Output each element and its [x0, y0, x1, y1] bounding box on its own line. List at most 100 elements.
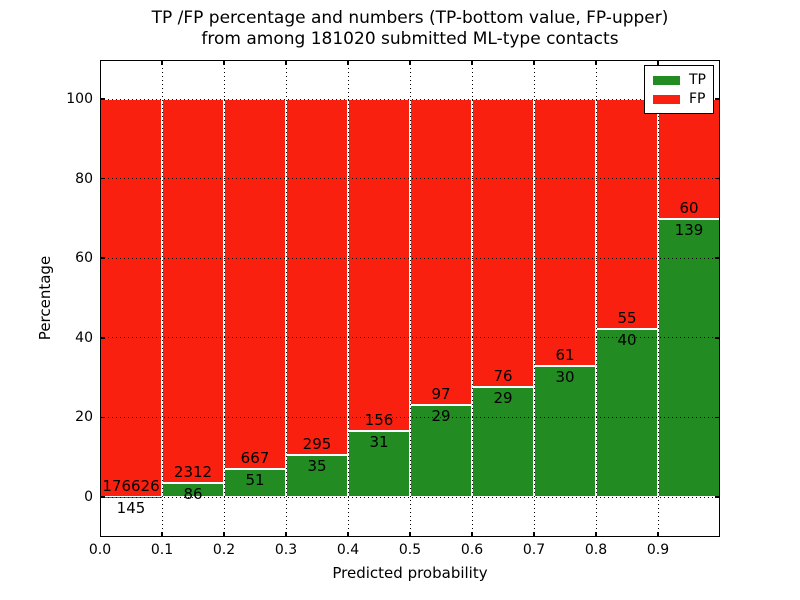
fp-count-label: 55	[617, 309, 637, 328]
x-axis-tick	[285, 60, 287, 65]
x-axis-tick	[533, 60, 535, 65]
x-axis-tick	[161, 532, 163, 537]
fp-bar-segment	[348, 99, 410, 432]
x-axis-tick	[657, 60, 659, 65]
vertical-gridline	[161, 60, 163, 537]
x-axis-tick	[223, 532, 225, 537]
x-tick-label: 0.4	[336, 542, 360, 558]
vertical-gridline	[471, 60, 473, 537]
fp-count-label: 97	[431, 385, 451, 404]
fp-bar-segment	[162, 99, 224, 483]
y-axis-tick	[100, 337, 105, 339]
fp-count-label: 667	[240, 448, 270, 467]
x-axis-tick	[223, 60, 225, 65]
x-tick-label: 0.2	[212, 542, 236, 558]
y-axis-tick	[100, 496, 105, 498]
y-axis-tick	[715, 177, 720, 180]
x-axis-tick	[595, 60, 597, 65]
tp-legend-swatch	[653, 76, 680, 85]
fp-bar-segment	[100, 99, 162, 497]
plot-area: TP FP 176626 145 2312 86 667 51 295 35 156 31 97 29 7…	[100, 60, 720, 537]
y-axis-tick	[100, 257, 105, 259]
x-axis-tick	[533, 532, 535, 537]
fp-count-label: 61	[555, 345, 575, 364]
x-axis-tick	[409, 532, 411, 537]
y-axis-tick	[715, 98, 720, 100]
tp-count-label: 35	[307, 456, 327, 475]
chart-title: TP /FP percentage and numbers (TP-bottom…	[100, 8, 720, 50]
x-axis-tick	[471, 532, 473, 537]
vertical-gridline	[347, 60, 349, 537]
x-tick-label: 0.0	[88, 542, 112, 558]
tp-count-label: 30	[555, 367, 575, 386]
x-tick-label: 0.3	[274, 542, 298, 558]
vertical-gridline	[223, 60, 225, 537]
chart-title-line-1: TP /FP percentage and numbers (TP-bottom…	[151, 8, 669, 28]
fp-count-label: 295	[302, 434, 332, 453]
fp-count-label: 176626	[102, 476, 160, 495]
x-axis-tick	[347, 532, 349, 537]
x-axis-tick	[595, 532, 597, 537]
chart-title-line-2: from among 181020 submitted ML-type cont…	[201, 29, 619, 49]
y-tick-label: 0	[84, 489, 93, 505]
tp-count-label: 145	[116, 498, 146, 517]
y-axis-tick	[715, 337, 720, 339]
tp-count-label: 31	[369, 433, 389, 451]
y-axis-tick	[100, 416, 105, 419]
x-axis-label: Predicted probability	[332, 564, 488, 582]
y-axis-tick	[715, 496, 720, 498]
x-axis-tick	[657, 532, 659, 537]
y-tick-label: 80	[75, 170, 93, 187]
tp-count-label: 86	[183, 484, 203, 503]
x-axis-tick	[161, 60, 163, 65]
fp-bar-segment	[410, 99, 472, 406]
tp-count-label: 51	[245, 470, 265, 489]
fp-count-label: 60	[679, 199, 699, 217]
tp-count-label: 139	[674, 221, 704, 239]
x-tick-label: 0.7	[522, 542, 546, 558]
x-axis-tick	[409, 60, 411, 65]
x-tick-label: 0.8	[584, 542, 608, 558]
vertical-gridline	[533, 60, 535, 537]
y-axis-tick	[715, 416, 720, 419]
tp-count-label: 29	[493, 389, 513, 408]
y-tick-label: 40	[75, 329, 93, 346]
x-tick-label: 0.1	[150, 542, 174, 558]
fp-bar-segment	[472, 99, 534, 388]
tp-bar-segment	[596, 329, 658, 497]
y-axis-tick	[100, 98, 105, 100]
y-tick-label: 100	[66, 91, 93, 107]
y-axis-tick	[100, 177, 105, 180]
y-tick-label: 60	[75, 250, 93, 267]
fp-bar-segment	[658, 99, 720, 219]
fp-bar-segment	[534, 99, 596, 366]
y-tick-label: 20	[75, 409, 93, 426]
x-tick-label: 0.6	[460, 542, 484, 558]
y-axis-tick	[715, 257, 720, 259]
x-tick-label: 0.5	[398, 542, 422, 558]
vertical-gridline	[409, 60, 411, 537]
fp-bar-segment	[286, 99, 348, 455]
x-tick-label: 0.9	[646, 542, 670, 558]
fp-bar-segment	[224, 99, 286, 469]
legend-item-fp: FP	[645, 90, 713, 109]
fp-count-label: 2312	[173, 462, 213, 481]
legend-label: TP	[689, 72, 706, 88]
fp-bar-segment	[596, 99, 658, 330]
fp-count-label: 76	[493, 367, 513, 386]
tp-bar-segment	[348, 431, 410, 497]
legend-item-tp: TP	[645, 71, 713, 90]
tp-bar-segment	[534, 365, 596, 497]
vertical-gridline	[285, 60, 287, 537]
tp-bar-segment	[472, 387, 534, 497]
vertical-gridline	[657, 60, 659, 537]
tp-bar-segment	[658, 219, 720, 497]
tp-count-label: 29	[431, 407, 451, 426]
x-axis-tick	[285, 532, 287, 537]
fp-legend-swatch	[653, 95, 680, 104]
x-axis-tick	[347, 60, 349, 65]
tp-bar-segment	[224, 468, 286, 497]
tp-count-label: 40	[617, 331, 637, 350]
fp-count-label: 156	[364, 411, 394, 430]
